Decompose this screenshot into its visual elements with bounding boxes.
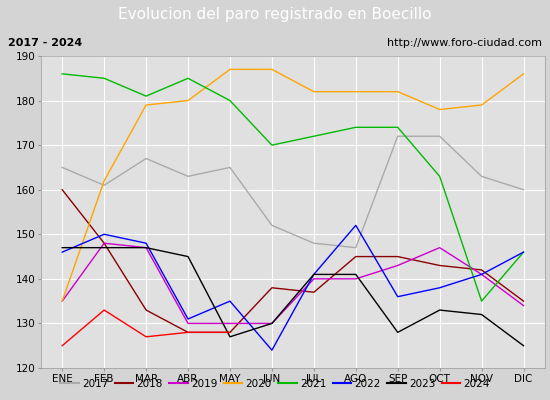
Text: 2017 - 2024: 2017 - 2024 bbox=[8, 38, 82, 48]
Text: http://www.foro-ciudad.com: http://www.foro-ciudad.com bbox=[387, 38, 542, 48]
Legend: 2017, 2018, 2019, 2020, 2021, 2022, 2023, 2024: 2017, 2018, 2019, 2020, 2021, 2022, 2023… bbox=[56, 375, 494, 393]
Text: Evolucion del paro registrado en Boecillo: Evolucion del paro registrado en Boecill… bbox=[118, 8, 432, 22]
